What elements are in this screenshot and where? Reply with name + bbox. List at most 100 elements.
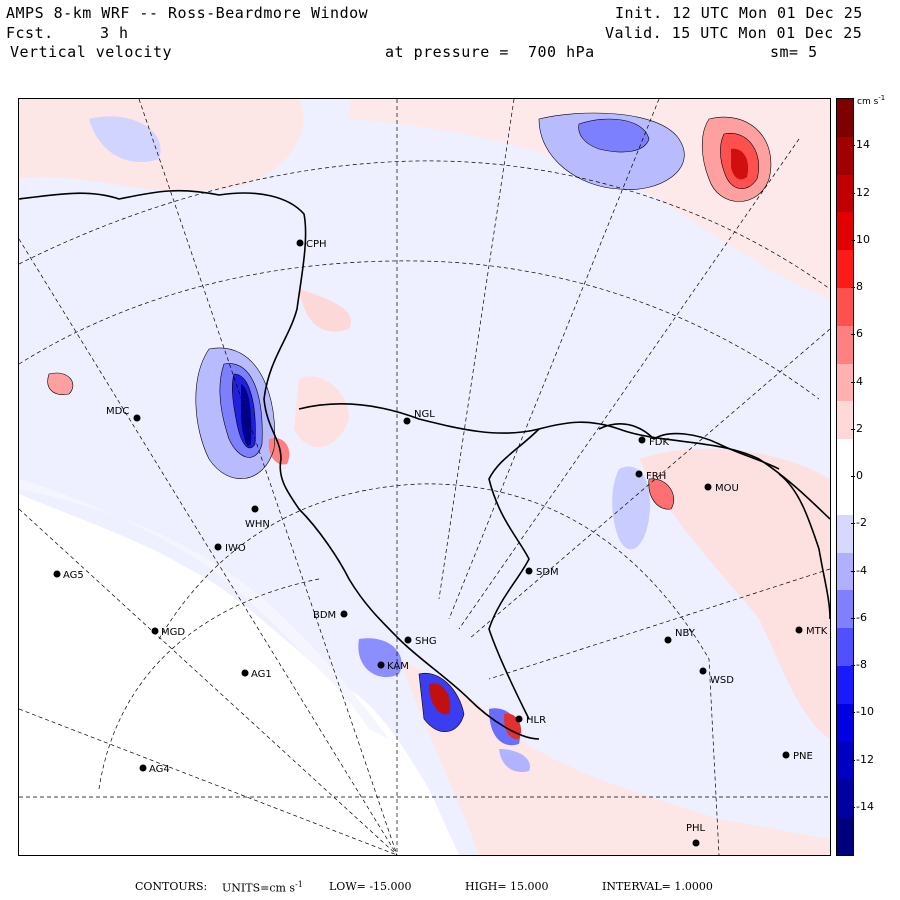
svg-text:NGL: NGL: [414, 409, 435, 420]
station-mgd[interactable]: MGD: [151, 627, 186, 638]
map-panel[interactable]: CPH MDC NGL FDK FRH MOU WHN IWO AG5 SDM …: [18, 98, 831, 856]
station-frh[interactable]: FRH: [635, 470, 667, 483]
colorbar-segment: [837, 590, 853, 629]
colorbar-segment: [837, 325, 853, 365]
colorbar-tick-label: 8: [856, 280, 863, 293]
contour-interval: INTERVAL= 1.0000: [602, 880, 713, 893]
colorbar-tick-label: -4: [856, 563, 867, 577]
colorbar-segment: [837, 288, 853, 327]
svg-text:CPH: CPH: [306, 239, 327, 250]
station-shg[interactable]: SHG: [404, 636, 437, 647]
colorbar-tick-label: 6: [856, 327, 863, 341]
forecast-hour: 3 h: [100, 24, 129, 42]
station-bdm[interactable]: BDM: [313, 610, 348, 621]
contour-low: LOW= -15.000: [329, 880, 412, 893]
svg-text:MTK: MTK: [806, 626, 828, 637]
svg-text:SDM: SDM: [536, 567, 559, 578]
colorbar-tick-mark: [851, 712, 855, 714]
station-nby[interactable]: NBY: [664, 628, 696, 644]
colorbar-segment: [837, 439, 853, 478]
forecast-label: Fcst.: [6, 24, 54, 42]
station-ngl[interactable]: NGL: [403, 409, 436, 425]
svg-text:WHN: WHN: [245, 519, 270, 530]
station-markers: CPH MDC NGL FDK FRH MOU WHN IWO AG5 SDM …: [53, 239, 828, 847]
station-sdm[interactable]: SDM: [525, 567, 559, 578]
colorbar-tick-mark: [851, 476, 855, 477]
valid-time: Valid. 15 UTC Mon 01 Dec 25: [605, 24, 863, 42]
colorbar: [836, 98, 854, 856]
station-mdc[interactable]: MDC: [106, 406, 141, 422]
station-fdk[interactable]: FDK: [638, 436, 670, 449]
colorbar-tick-mark: [851, 806, 855, 808]
colorbar-segment: [837, 628, 853, 667]
colorbar-segment: [837, 99, 853, 138]
near-zero-region: [19, 494, 459, 855]
colorbar-segment: [837, 703, 853, 743]
station-phl[interactable]: PHL: [686, 823, 706, 847]
svg-text:SHG: SHG: [415, 636, 437, 647]
svg-text:AG5: AG5: [63, 570, 84, 581]
station-wsd[interactable]: WSD: [699, 667, 735, 687]
colorbar-unit: cm s-1: [857, 94, 886, 107]
svg-text:PHL: PHL: [686, 823, 706, 834]
colorbar-segment: [837, 477, 853, 516]
colorbar-tick-mark: [851, 287, 855, 288]
map-title: AMPS 8-km WRF -- Ross-Beardmore Window: [6, 4, 369, 22]
colorbar-segment: [837, 136, 853, 176]
units-info: UNITS=cm s-1: [222, 880, 303, 895]
colorbar-tick-label: 14: [856, 138, 870, 152]
colorbar-tick-label: -14: [856, 799, 874, 813]
colorbar-tick-label: 0: [856, 469, 863, 482]
colorbar-segment: [837, 174, 853, 213]
colorbar-tick-label: -8: [856, 658, 867, 671]
colorbar-tick-label: -12: [856, 752, 874, 766]
colorbar-segment: [837, 212, 853, 251]
svg-text:PNE: PNE: [793, 751, 813, 762]
colorbar-tick-mark: [851, 428, 855, 430]
init-time: Init. 12 UTC Mon 01 Dec 25: [615, 4, 863, 22]
svg-text:WSD: WSD: [710, 675, 734, 686]
contours-label: CONTOURS:: [135, 880, 208, 893]
svg-text:HLR: HLR: [526, 715, 546, 726]
station-iwo[interactable]: IWO: [214, 543, 246, 554]
pressure-level: at pressure = 700 hPa: [385, 43, 595, 61]
colorbar-tick-label: 4: [856, 374, 863, 388]
station-kam[interactable]: KAM: [377, 661, 409, 672]
svg-text:AG1: AG1: [251, 669, 272, 680]
colorbar-tick-mark: [851, 617, 855, 619]
colorbar-tick-label: -10: [856, 705, 874, 719]
station-pne[interactable]: PNE: [782, 751, 813, 762]
colorbar-segment: [837, 401, 853, 440]
map-canvas: CPH MDC NGL FDK FRH MOU WHN IWO AG5 SDM …: [19, 99, 830, 855]
colorbar-tick-label: 2: [856, 421, 863, 435]
colorbar-tick-mark: [851, 570, 855, 572]
svg-text:NBY: NBY: [675, 628, 696, 639]
station-ag5[interactable]: AG5: [53, 570, 84, 581]
colorbar-segment: [837, 250, 853, 289]
station-mou[interactable]: MOU: [704, 483, 739, 494]
colorbar-segment: [837, 552, 853, 591]
colorbar-segment: [837, 817, 853, 856]
upward-area: [19, 99, 304, 192]
station-whn[interactable]: WHN: [245, 505, 270, 531]
svg-text:FDK: FDK: [649, 437, 669, 448]
colorbar-segment: [837, 741, 853, 780]
graticule: [19, 99, 830, 855]
colorbar-segment: [837, 514, 853, 554]
coastline: [19, 189, 830, 740]
colorbar-tick-label: -2: [856, 516, 867, 530]
colorbar-segment: [837, 363, 853, 402]
svg-text:MGD: MGD: [161, 627, 185, 638]
station-hlr[interactable]: HLR: [515, 715, 547, 726]
colorbar-segment: [837, 779, 853, 818]
svg-text:AG4: AG4: [149, 764, 170, 775]
svg-text:KAM: KAM: [387, 661, 409, 672]
svg-text:MOU: MOU: [715, 483, 739, 494]
colorbar-segment: [837, 666, 853, 705]
colorbar-tick-mark: [851, 145, 855, 147]
station-cph[interactable]: CPH: [296, 239, 327, 250]
station-ag1[interactable]: AG1: [241, 669, 272, 680]
station-mtk[interactable]: MTK: [795, 626, 828, 637]
colorbar-tick-mark: [851, 192, 855, 194]
station-ag4[interactable]: AG4: [139, 764, 170, 775]
